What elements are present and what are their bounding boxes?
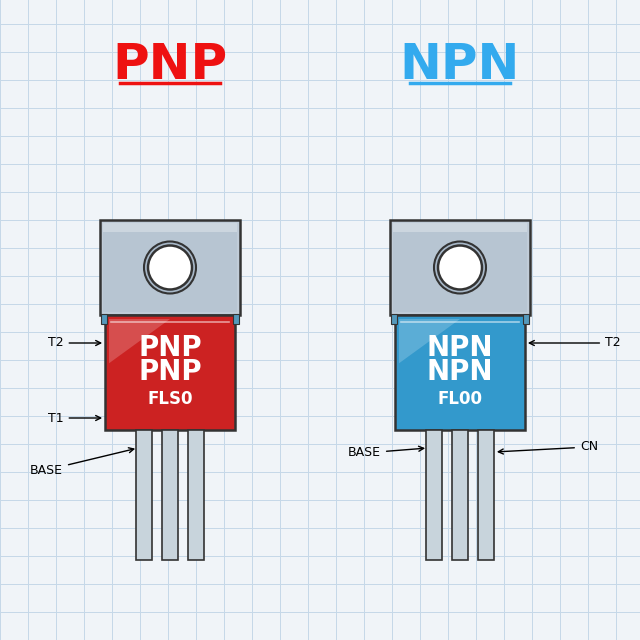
Text: NPN: NPN — [427, 335, 493, 362]
Bar — [136, 430, 152, 560]
Bar — [101, 314, 107, 324]
Text: NPN: NPN — [427, 358, 493, 387]
Text: FL00: FL00 — [438, 390, 483, 408]
Text: T2: T2 — [529, 337, 621, 349]
Bar — [393, 223, 527, 232]
Bar — [188, 430, 204, 560]
Text: BASE: BASE — [30, 448, 134, 477]
Bar — [478, 430, 494, 560]
Bar — [393, 223, 527, 312]
Bar — [162, 430, 178, 560]
Bar — [233, 314, 239, 324]
Bar — [452, 430, 468, 560]
Circle shape — [434, 241, 486, 294]
Bar — [103, 223, 237, 232]
Text: BASE: BASE — [348, 446, 424, 460]
Bar — [395, 315, 525, 430]
Polygon shape — [109, 319, 170, 364]
Circle shape — [144, 241, 196, 294]
Bar — [426, 430, 442, 560]
Bar — [523, 314, 529, 324]
Bar — [391, 314, 397, 324]
Text: T2: T2 — [48, 337, 100, 349]
Text: PNP: PNP — [138, 335, 202, 362]
Bar — [105, 315, 235, 430]
Text: PNP: PNP — [138, 358, 202, 387]
Bar — [103, 223, 237, 312]
Bar — [390, 220, 530, 315]
Text: NPN: NPN — [400, 41, 520, 89]
Circle shape — [148, 246, 192, 289]
Polygon shape — [399, 319, 460, 364]
Text: PNP: PNP — [113, 41, 228, 89]
Circle shape — [438, 246, 482, 289]
Bar — [100, 220, 240, 315]
Text: CN: CN — [499, 440, 598, 454]
Text: T1: T1 — [48, 412, 100, 424]
Text: FLS0: FLS0 — [147, 390, 193, 408]
